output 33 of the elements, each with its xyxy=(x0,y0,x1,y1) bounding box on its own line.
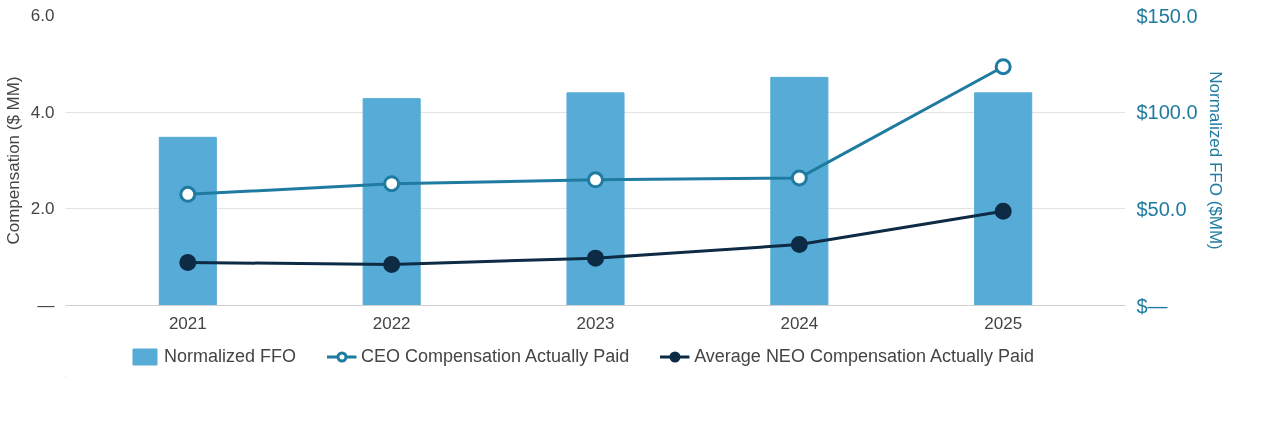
y2-axis-title: Normalized FFO ($MM) xyxy=(1205,71,1225,250)
point xyxy=(179,185,197,203)
point xyxy=(383,255,401,273)
y2-tick-label: $— xyxy=(1136,294,1168,317)
legend-label: CEO Compensation Actually Paid xyxy=(361,345,630,367)
x-tick-label: 2025 xyxy=(984,313,1023,333)
legend-label: Average NEO Compensation Actually Paid xyxy=(694,345,1035,367)
point xyxy=(790,169,808,187)
y2-tick-label: $50.0 xyxy=(1136,197,1187,220)
point xyxy=(790,236,808,254)
y-tick-label: 2.0 xyxy=(30,199,55,219)
bar xyxy=(362,98,421,306)
point xyxy=(587,249,604,267)
y2-tick-label: $150.0 xyxy=(1136,4,1198,27)
point xyxy=(994,202,1012,220)
legend-label: Normalized FFO xyxy=(163,345,297,367)
bar xyxy=(158,136,217,306)
bar xyxy=(770,76,829,306)
bar xyxy=(974,92,1033,306)
x-tick-label: 2022 xyxy=(372,313,411,333)
y2-tick-label: $100.0 xyxy=(1136,101,1198,124)
point xyxy=(994,58,1012,76)
x-tick-label: 2021 xyxy=(168,313,207,333)
point xyxy=(179,254,197,271)
y-tick-label: 6.0 xyxy=(30,6,55,25)
y-tick-label: 4.0 xyxy=(30,102,55,122)
y-axis-title: Compensation ($ MM) xyxy=(3,76,23,245)
point xyxy=(587,171,604,189)
point xyxy=(383,175,401,193)
x-tick-label: 2024 xyxy=(780,313,819,333)
x-tick-label: 2023 xyxy=(576,313,615,333)
bar xyxy=(566,92,625,306)
y-tick-label: — xyxy=(37,296,55,315)
